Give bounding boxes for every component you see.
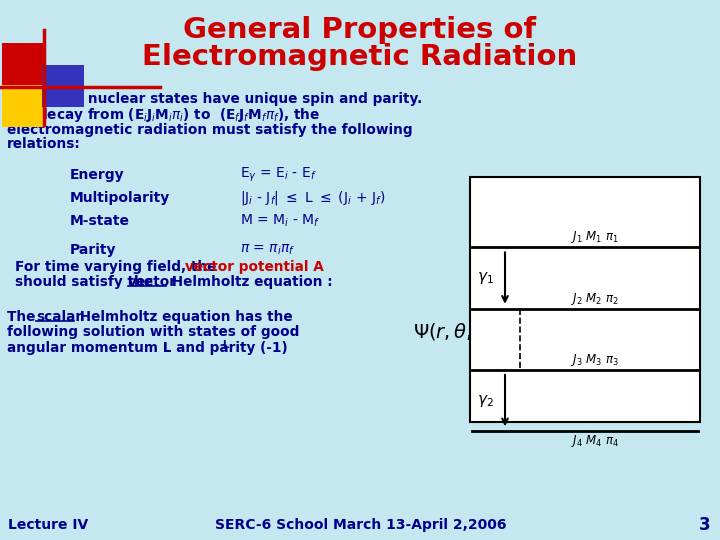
Text: electromagnetic radiation must satisfy the following: electromagnetic radiation must satisfy t… xyxy=(7,123,413,137)
Bar xyxy=(2,43,44,85)
Text: |J$_i$ - J$_f$| $\leq$ L $\leq$ (J$_i$ + J$_f$): |J$_i$ - J$_f$| $\leq$ L $\leq$ (J$_i$ +… xyxy=(240,189,385,207)
Text: $\Psi(r,\theta,\phi) = j_l(kr)Y_{LM}(\theta,\phi)$: $\Psi(r,\theta,\phi) = j_l(kr)Y_{LM}(\th… xyxy=(413,321,647,343)
Text: The: The xyxy=(7,310,40,324)
Text: angular momentum L and parity (-1): angular momentum L and parity (-1) xyxy=(7,341,287,355)
Text: Helmholtz equation :: Helmholtz equation : xyxy=(167,275,333,289)
Text: SERC-6 School March 13-April 2,2006: SERC-6 School March 13-April 2,2006 xyxy=(215,518,506,532)
Text: should satisfy the: should satisfy the xyxy=(15,275,158,289)
Text: For decay from (E$_i$J$_i$M$_i\pi_i$) to  (E$_f$J$_f$M$_f\pi_f$), the: For decay from (E$_i$J$_i$M$_i\pi_i$) to… xyxy=(7,106,320,124)
Text: Lecture IV: Lecture IV xyxy=(8,518,89,532)
Text: $J_1\ M_1\ \pi_1$: $J_1\ M_1\ \pi_1$ xyxy=(571,230,619,246)
Text: Parity: Parity xyxy=(70,243,117,257)
Text: 3: 3 xyxy=(698,516,710,534)
Text: General Properties of: General Properties of xyxy=(184,16,536,44)
Text: following solution with states of good: following solution with states of good xyxy=(7,325,300,339)
Text: relations:: relations: xyxy=(7,137,81,151)
Text: Individual nuclear states have unique spin and parity.: Individual nuclear states have unique sp… xyxy=(7,92,422,106)
Text: scalar: scalar xyxy=(36,310,82,324)
Text: $\left[\nabla^2 + k^2\right]\vec{A} = 0$: $\left[\nabla^2 + k^2\right]\vec{A} = 0$ xyxy=(488,260,631,290)
Bar xyxy=(2,85,44,127)
Text: L: L xyxy=(222,340,228,350)
Bar xyxy=(42,65,84,107)
Text: $\gamma_1$: $\gamma_1$ xyxy=(477,270,493,286)
Text: Helmholtz equation has the: Helmholtz equation has the xyxy=(75,310,292,324)
Text: vector: vector xyxy=(128,275,177,289)
Text: M = M$_i$ - M$_f$: M = M$_i$ - M$_f$ xyxy=(240,213,320,229)
Text: $J_4\ M_4\ \pi_4$: $J_4\ M_4\ \pi_4$ xyxy=(571,433,619,449)
Text: Energy: Energy xyxy=(70,168,125,182)
Bar xyxy=(470,177,700,422)
Text: $J_3\ M_3\ \pi_3$: $J_3\ M_3\ \pi_3$ xyxy=(571,352,619,368)
Text: vector potential A: vector potential A xyxy=(185,260,324,274)
Text: $\gamma_2$: $\gamma_2$ xyxy=(477,393,493,409)
Text: $J_2\ M_2\ \pi_2$: $J_2\ M_2\ \pi_2$ xyxy=(571,291,619,307)
Text: $\pi$ = $\pi_i\pi_f$: $\pi$ = $\pi_i\pi_f$ xyxy=(240,243,295,257)
Text: Electromagnetic Radiation: Electromagnetic Radiation xyxy=(143,43,577,71)
Text: Multipolarity: Multipolarity xyxy=(70,191,170,205)
Text: M-state: M-state xyxy=(70,214,130,228)
Text: For time varying field, the: For time varying field, the xyxy=(15,260,221,274)
Text: E$_\gamma$ = E$_i$ - E$_f$: E$_\gamma$ = E$_i$ - E$_f$ xyxy=(240,166,317,184)
